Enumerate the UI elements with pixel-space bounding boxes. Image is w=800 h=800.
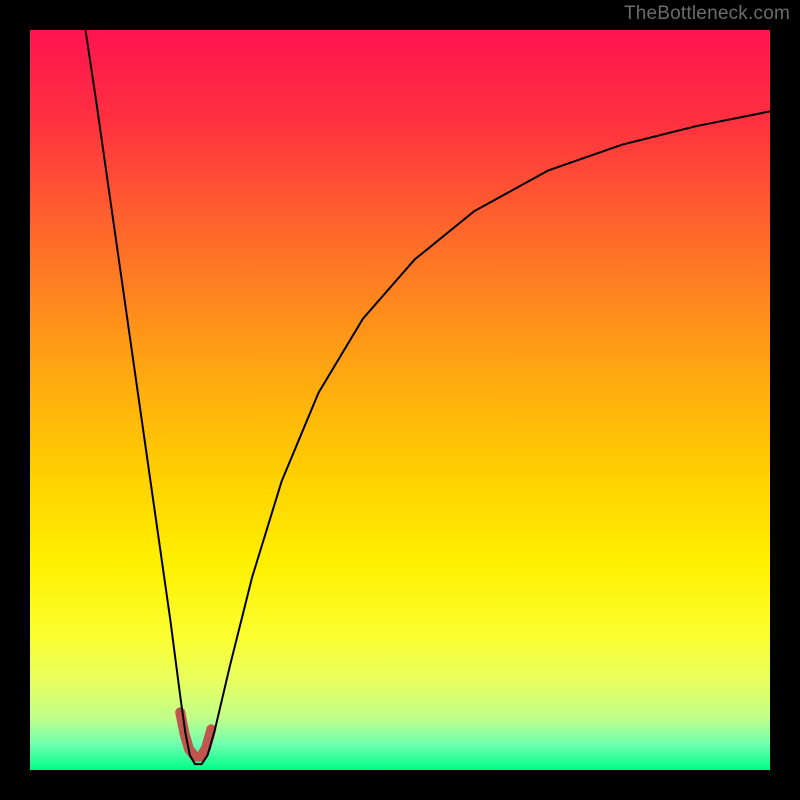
chart-curve-layer — [30, 30, 770, 770]
plot-area — [30, 30, 770, 770]
chart-canvas: TheBottleneck.com — [0, 0, 800, 800]
watermark-text: TheBottleneck.com — [624, 3, 790, 25]
bottleneck-curve — [86, 30, 771, 764]
